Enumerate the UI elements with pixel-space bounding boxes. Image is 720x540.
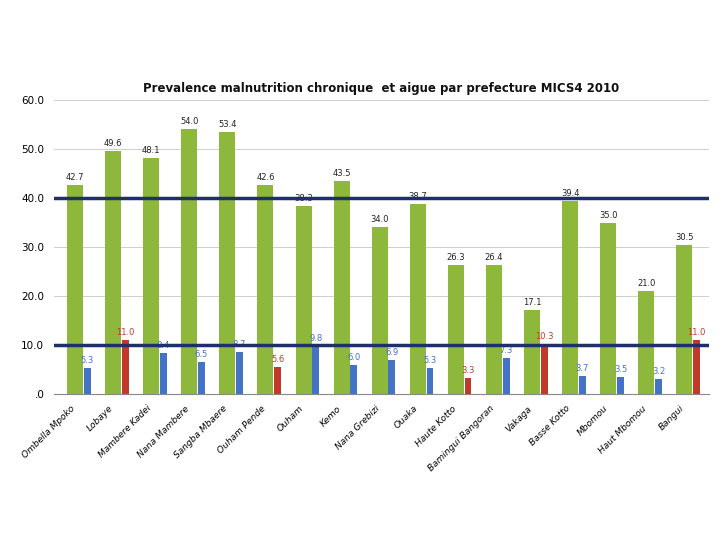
Text: unite for
children: unite for children — [22, 495, 82, 523]
Bar — [220, 132, 235, 394]
Bar — [503, 359, 510, 394]
Bar — [333, 181, 350, 394]
Bar — [181, 129, 197, 394]
Bar — [426, 368, 433, 394]
Bar — [464, 378, 472, 394]
Bar — [198, 362, 205, 394]
Bar — [693, 340, 700, 394]
Text: 39.4: 39.4 — [561, 189, 580, 198]
Text: 5.3: 5.3 — [423, 356, 436, 365]
Text: 42.6: 42.6 — [256, 173, 274, 183]
Bar — [617, 377, 624, 394]
Text: 10.3: 10.3 — [535, 332, 554, 341]
Bar — [524, 310, 540, 394]
Bar — [312, 346, 319, 394]
Bar — [351, 365, 357, 394]
Bar — [258, 185, 274, 394]
Bar — [410, 204, 426, 394]
Text: 5.6: 5.6 — [271, 355, 284, 364]
Text: 11.0: 11.0 — [688, 328, 706, 338]
Text: 6.9: 6.9 — [385, 348, 398, 357]
Text: 8.7: 8.7 — [233, 340, 246, 349]
Text: 3.7: 3.7 — [576, 364, 589, 373]
Bar — [655, 379, 662, 394]
Bar — [600, 222, 616, 394]
Bar — [372, 227, 387, 394]
Bar — [579, 376, 586, 394]
Text: 38.7: 38.7 — [408, 192, 427, 201]
Text: 3.5: 3.5 — [614, 365, 627, 374]
Bar — [143, 158, 159, 394]
Bar — [122, 340, 129, 394]
Text: 38.3: 38.3 — [294, 194, 313, 204]
Text: 9.8: 9.8 — [309, 334, 323, 343]
Text: 53.4: 53.4 — [218, 120, 237, 129]
Text: 6.5: 6.5 — [195, 350, 208, 360]
Bar — [541, 343, 548, 394]
Text: 54.0: 54.0 — [180, 117, 199, 126]
Bar — [677, 245, 693, 394]
Text: 3.2: 3.2 — [652, 367, 665, 375]
Text: 8.4: 8.4 — [157, 341, 170, 350]
Bar — [67, 185, 83, 394]
Text: 34.0: 34.0 — [371, 215, 389, 225]
Bar — [274, 367, 281, 394]
Bar — [486, 265, 502, 394]
Text: 6.0: 6.0 — [347, 353, 361, 362]
Text: 17.1: 17.1 — [523, 299, 541, 307]
Text: 49.6: 49.6 — [104, 139, 122, 148]
Bar — [84, 368, 91, 394]
Bar — [236, 352, 243, 394]
Bar — [389, 360, 395, 394]
Text: 35.0: 35.0 — [599, 211, 618, 220]
Text: NUTRITION MICS4 (2010): NUTRITION MICS4 (2010) — [36, 28, 547, 62]
Text: 42.7: 42.7 — [66, 173, 84, 182]
Bar — [639, 291, 654, 394]
Text: 3.3: 3.3 — [462, 366, 474, 375]
Text: 7.3: 7.3 — [500, 347, 513, 355]
Bar — [160, 353, 167, 394]
Text: 43.5: 43.5 — [333, 169, 351, 178]
Text: 30.5: 30.5 — [675, 233, 693, 242]
Text: 26.4: 26.4 — [485, 253, 503, 262]
Bar — [562, 201, 578, 394]
Text: 21.0: 21.0 — [637, 279, 655, 288]
Bar — [295, 206, 312, 394]
Title: Prevalence malnutrition chronique  et aigue par prefecture MICS4 2010: Prevalence malnutrition chronique et aig… — [143, 82, 620, 94]
Text: 11.0: 11.0 — [116, 328, 135, 338]
Bar — [105, 151, 121, 394]
Bar — [448, 265, 464, 394]
Text: 26.3: 26.3 — [446, 253, 465, 262]
Text: 48.1: 48.1 — [142, 146, 161, 156]
Text: 5.3: 5.3 — [81, 356, 94, 365]
